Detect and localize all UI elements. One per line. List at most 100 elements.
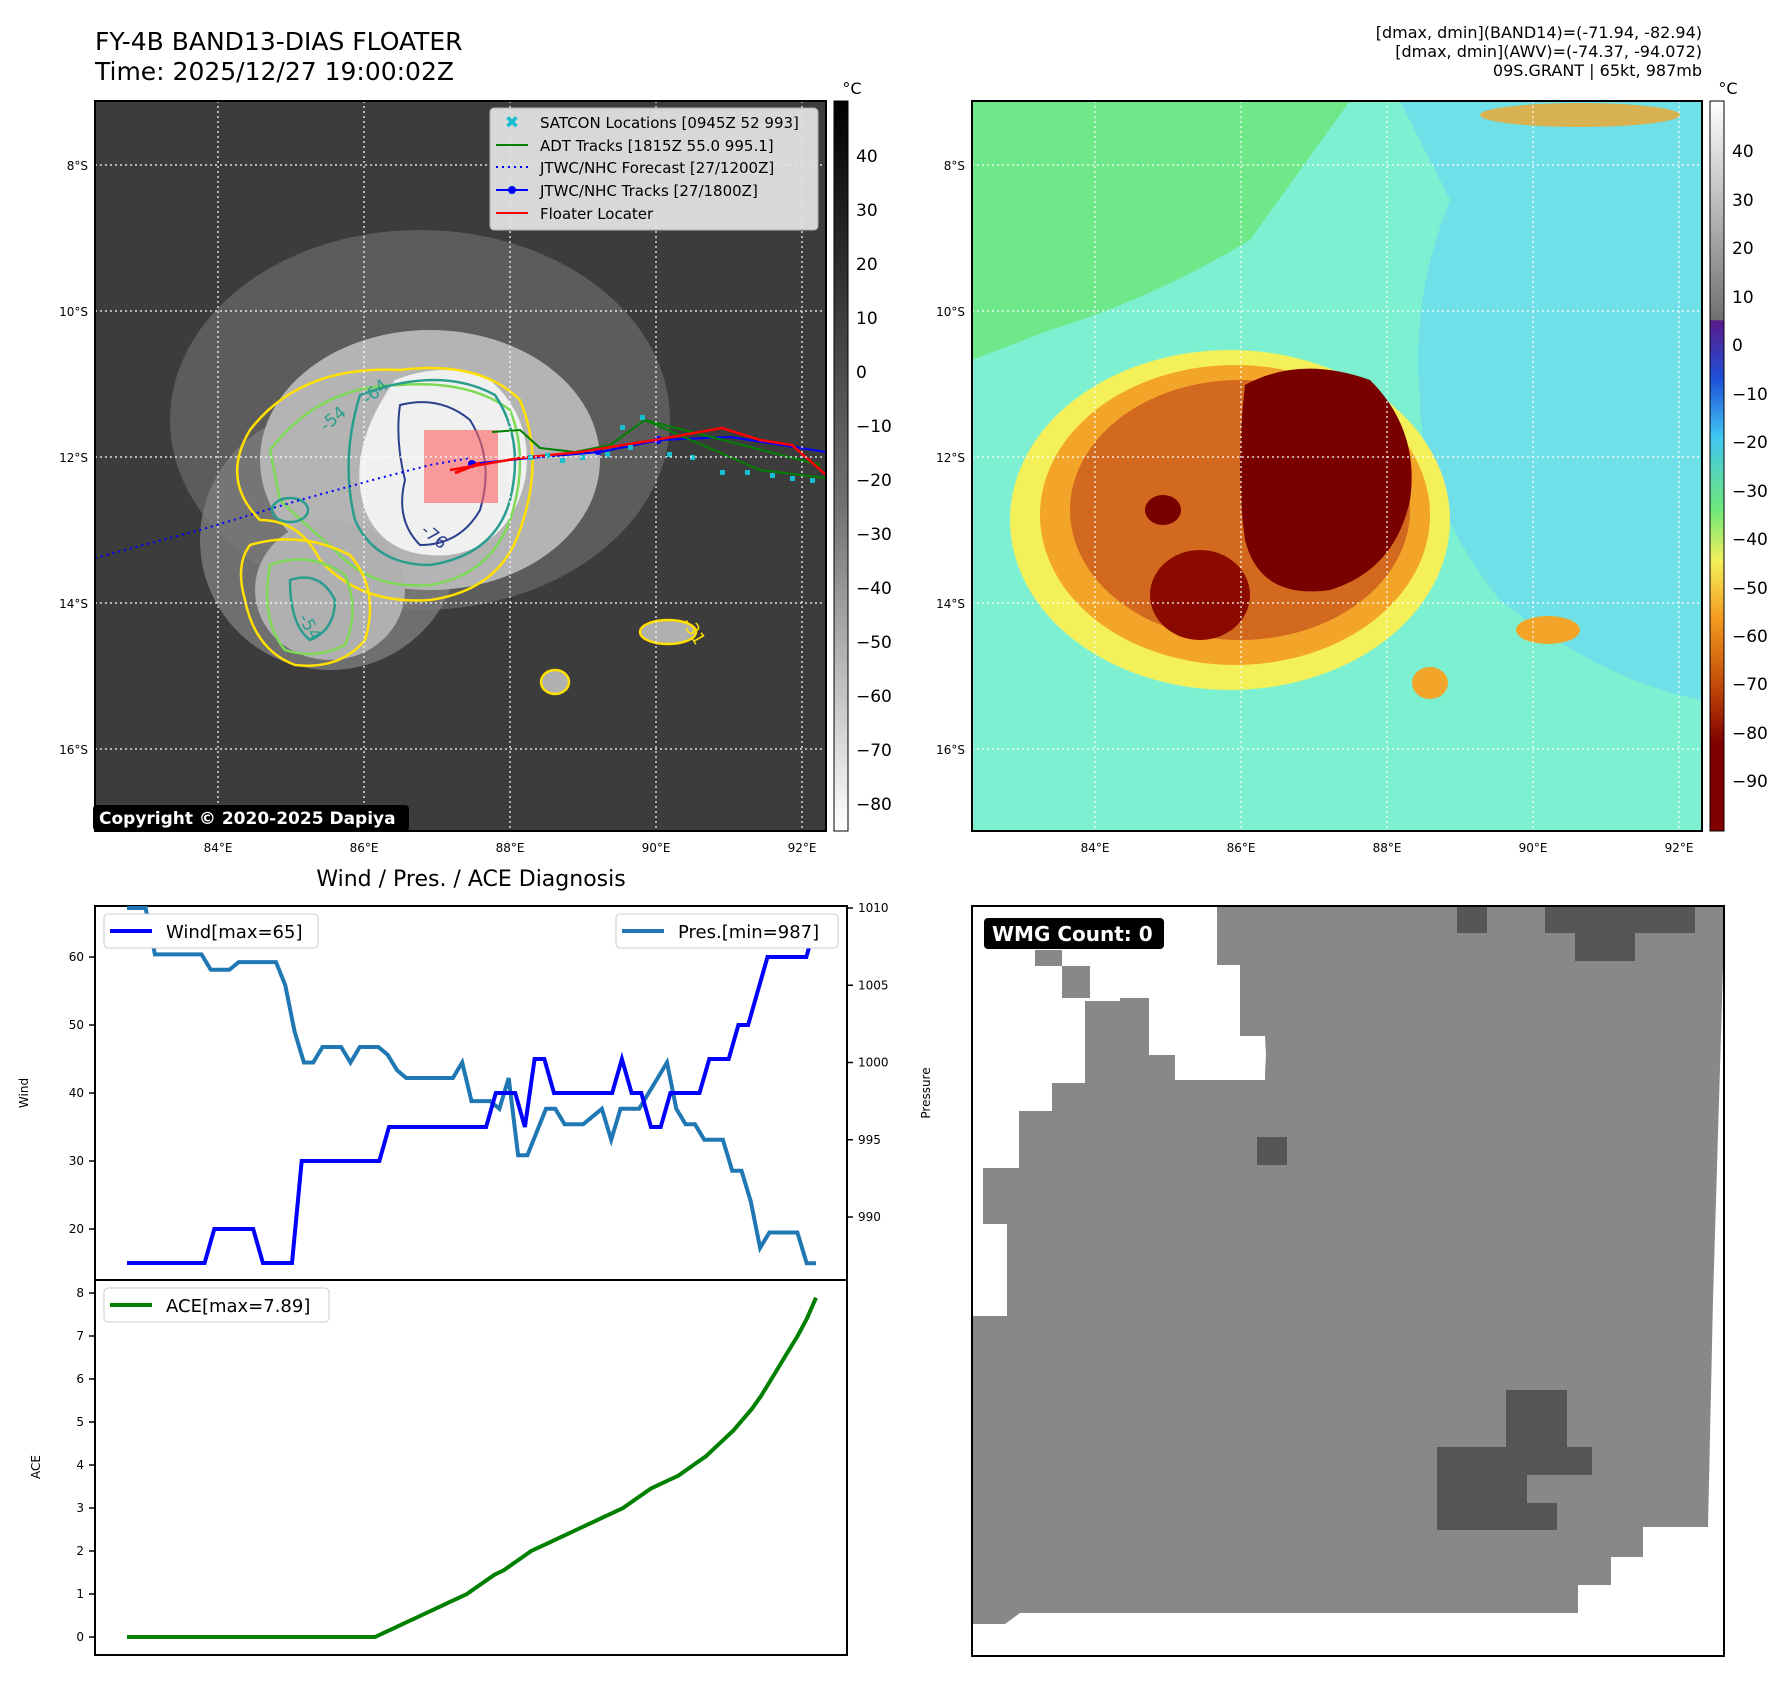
awv-lat-16s: 16°S xyxy=(936,743,965,757)
wmg-gray-block-1 xyxy=(1035,950,1062,966)
wind-tick-60-label: 60 xyxy=(69,950,84,964)
awv-cb-40: 40 xyxy=(1732,142,1754,162)
ir-lat-16s: 16°S xyxy=(59,743,88,757)
ir-lat-14s: 14°S xyxy=(59,597,88,611)
contour-yellow-south xyxy=(239,538,372,667)
awv-south-cell xyxy=(1412,667,1448,699)
contour-south-cell xyxy=(539,668,571,696)
ace-tick-0-label: 0 xyxy=(76,1630,84,1644)
ace-tick-7-label: 7 xyxy=(76,1329,84,1343)
ir-lon-86e: 86°E xyxy=(350,841,379,855)
ir-lat-12s: 12°S xyxy=(59,451,88,465)
jtwc-forecast-line xyxy=(95,457,471,559)
ace-tick-2-label: 2 xyxy=(76,1544,84,1558)
wind-tick-30-label: 30 xyxy=(69,1154,84,1168)
wind-pressure-plot: 20 30 40 50 60 990 995 1000 1005 1010 Wind Press… xyxy=(17,901,933,1281)
awv-core-west xyxy=(1145,495,1181,525)
awv-core-south xyxy=(1150,550,1250,640)
ir-map-lon-labels: 84°E 86°E 88°E 90°E 92°E xyxy=(204,841,817,855)
ace-tick-3-label: 3 xyxy=(76,1501,84,1515)
ir-map-legend: ✖ SATCON Locations [0945Z 52 993] ADT Tr… xyxy=(489,107,819,231)
awv-lon-86e: 86°E xyxy=(1227,841,1256,855)
legend-forecast: JTWC/NHC Forecast [27/1200Z] xyxy=(539,159,774,177)
ir-map-gridlines xyxy=(95,101,826,831)
wmg-dark-block-5 xyxy=(1437,1390,1592,1530)
awv-cb-10: 10 xyxy=(1732,288,1754,308)
ir-cb-20: 20 xyxy=(856,255,878,275)
ir-lon-90e: 90°E xyxy=(642,841,671,855)
awv-east-cell xyxy=(1516,616,1580,644)
wind-series-line xyxy=(127,922,818,1265)
ir-lon-88e: 88°E xyxy=(496,841,525,855)
floater-locater-arrow xyxy=(454,461,481,475)
awv-frame xyxy=(971,100,1703,832)
ace-tick-8-label: 8 xyxy=(76,1286,84,1300)
wmg-badge xyxy=(984,918,1164,949)
wmg-dark-block-4 xyxy=(1257,1137,1287,1165)
awv-lon-labels: 84°E 86°E 88°E 90°E 92°E xyxy=(1081,841,1694,855)
wmg-frame xyxy=(971,905,1725,1657)
title-line-1: FY-4B BAND13-DIAS FLOATER xyxy=(95,27,463,56)
info-line-3: 09S.GRANT | 65kt, 987mb xyxy=(1492,61,1702,80)
legend-tracks: JTWC/NHC Tracks [27/1800Z] xyxy=(539,182,758,200)
awv-north-streak xyxy=(1480,103,1680,127)
awv-cyan-zone-east xyxy=(1400,101,1702,700)
awv-cb-m70: −70 xyxy=(1732,675,1768,695)
ir-cb-m70: −70 xyxy=(856,741,892,761)
ace-tick-4-label: 4 xyxy=(76,1458,84,1472)
ir-cb-0: 0 xyxy=(856,363,867,383)
ir-lat-10s: 10°S xyxy=(59,305,88,319)
wmg-panel xyxy=(972,906,1724,1656)
ir-colorbar-ticks: 40 30 20 10 0 −10 −20 −30 −40 −50 −60 −7… xyxy=(856,147,892,815)
pressure-tick-1000-label: 1000 xyxy=(858,1056,889,1070)
title-line-2: Time: 2025/12/27 19:00:02Z xyxy=(95,57,454,86)
contour-east-cell xyxy=(638,618,698,646)
ace-plot: 0 1 2 3 4 5 6 7 8 ACE ACE[max=7.89] xyxy=(29,1279,848,1656)
legend-floater: Floater Locater xyxy=(540,205,654,223)
wind-tick-50-label: 50 xyxy=(69,1018,84,1032)
ir-cb-m50: −50 xyxy=(856,633,892,653)
ir-lon-92e: 92°E xyxy=(788,841,817,855)
wind-ylabel: Wind xyxy=(17,1078,31,1108)
wmg-gray-block-2 xyxy=(1062,966,1090,998)
awv-map-panel xyxy=(972,101,1702,831)
wmg-dark-block-1 xyxy=(1457,906,1487,933)
awv-colorbar-unit: °C xyxy=(1718,79,1737,98)
pressure-tick-995-label: 995 xyxy=(858,1133,881,1147)
ir-lon-84e: 84°E xyxy=(204,841,233,855)
figure-title: FY-4B BAND13-DIAS FLOATER Time: 2025/12/… xyxy=(95,27,463,87)
ace-tick-5-label: 5 xyxy=(76,1415,84,1429)
awv-lat-10s: 10°S xyxy=(936,305,965,319)
pressure-tick-1005-label: 1005 xyxy=(858,978,889,992)
legend-box xyxy=(489,107,819,231)
copyright-badge xyxy=(93,805,409,831)
awv-cb-m30: −30 xyxy=(1732,482,1768,502)
awv-cold-core xyxy=(1240,368,1412,592)
ir-map-frame xyxy=(94,100,827,832)
diagnosis-title: Wind / Pres. / ACE Diagnosis xyxy=(316,867,625,892)
ir-cb-m60: −60 xyxy=(856,687,892,707)
ir-cb-m10: −10 xyxy=(856,417,892,437)
awv-lat-8s: 8°S xyxy=(944,159,965,173)
wind-legend-box xyxy=(103,913,319,949)
copyright-text: Copyright © 2020-2025 Dapiya xyxy=(99,809,396,829)
awv-lon-88e: 88°E xyxy=(1373,841,1402,855)
wmg-badge-text: WMG Count: 0 xyxy=(992,922,1153,946)
ace-legend: ACE[max=7.89] xyxy=(166,1296,310,1317)
wmg-dark-block-3 xyxy=(1575,933,1635,961)
wind-tick-40-label: 40 xyxy=(69,1086,84,1100)
ace-frame xyxy=(94,1279,848,1656)
contour-small-west xyxy=(270,496,310,524)
awv-cb-m20: −20 xyxy=(1732,433,1768,453)
awv-cb-m10: −10 xyxy=(1732,385,1768,405)
ir-cb-m40: −40 xyxy=(856,579,892,599)
awv-cb-m50: −50 xyxy=(1732,579,1768,599)
awv-cb-20: 20 xyxy=(1732,239,1754,259)
awv-cb-30: 30 xyxy=(1732,191,1754,211)
contour-dark-blue xyxy=(397,401,487,547)
floater-box xyxy=(424,430,498,503)
wind-legend: Wind[max=65] xyxy=(166,922,303,943)
awv-cb-0: 0 xyxy=(1732,336,1743,356)
ace-ylabel: ACE xyxy=(29,1455,43,1479)
